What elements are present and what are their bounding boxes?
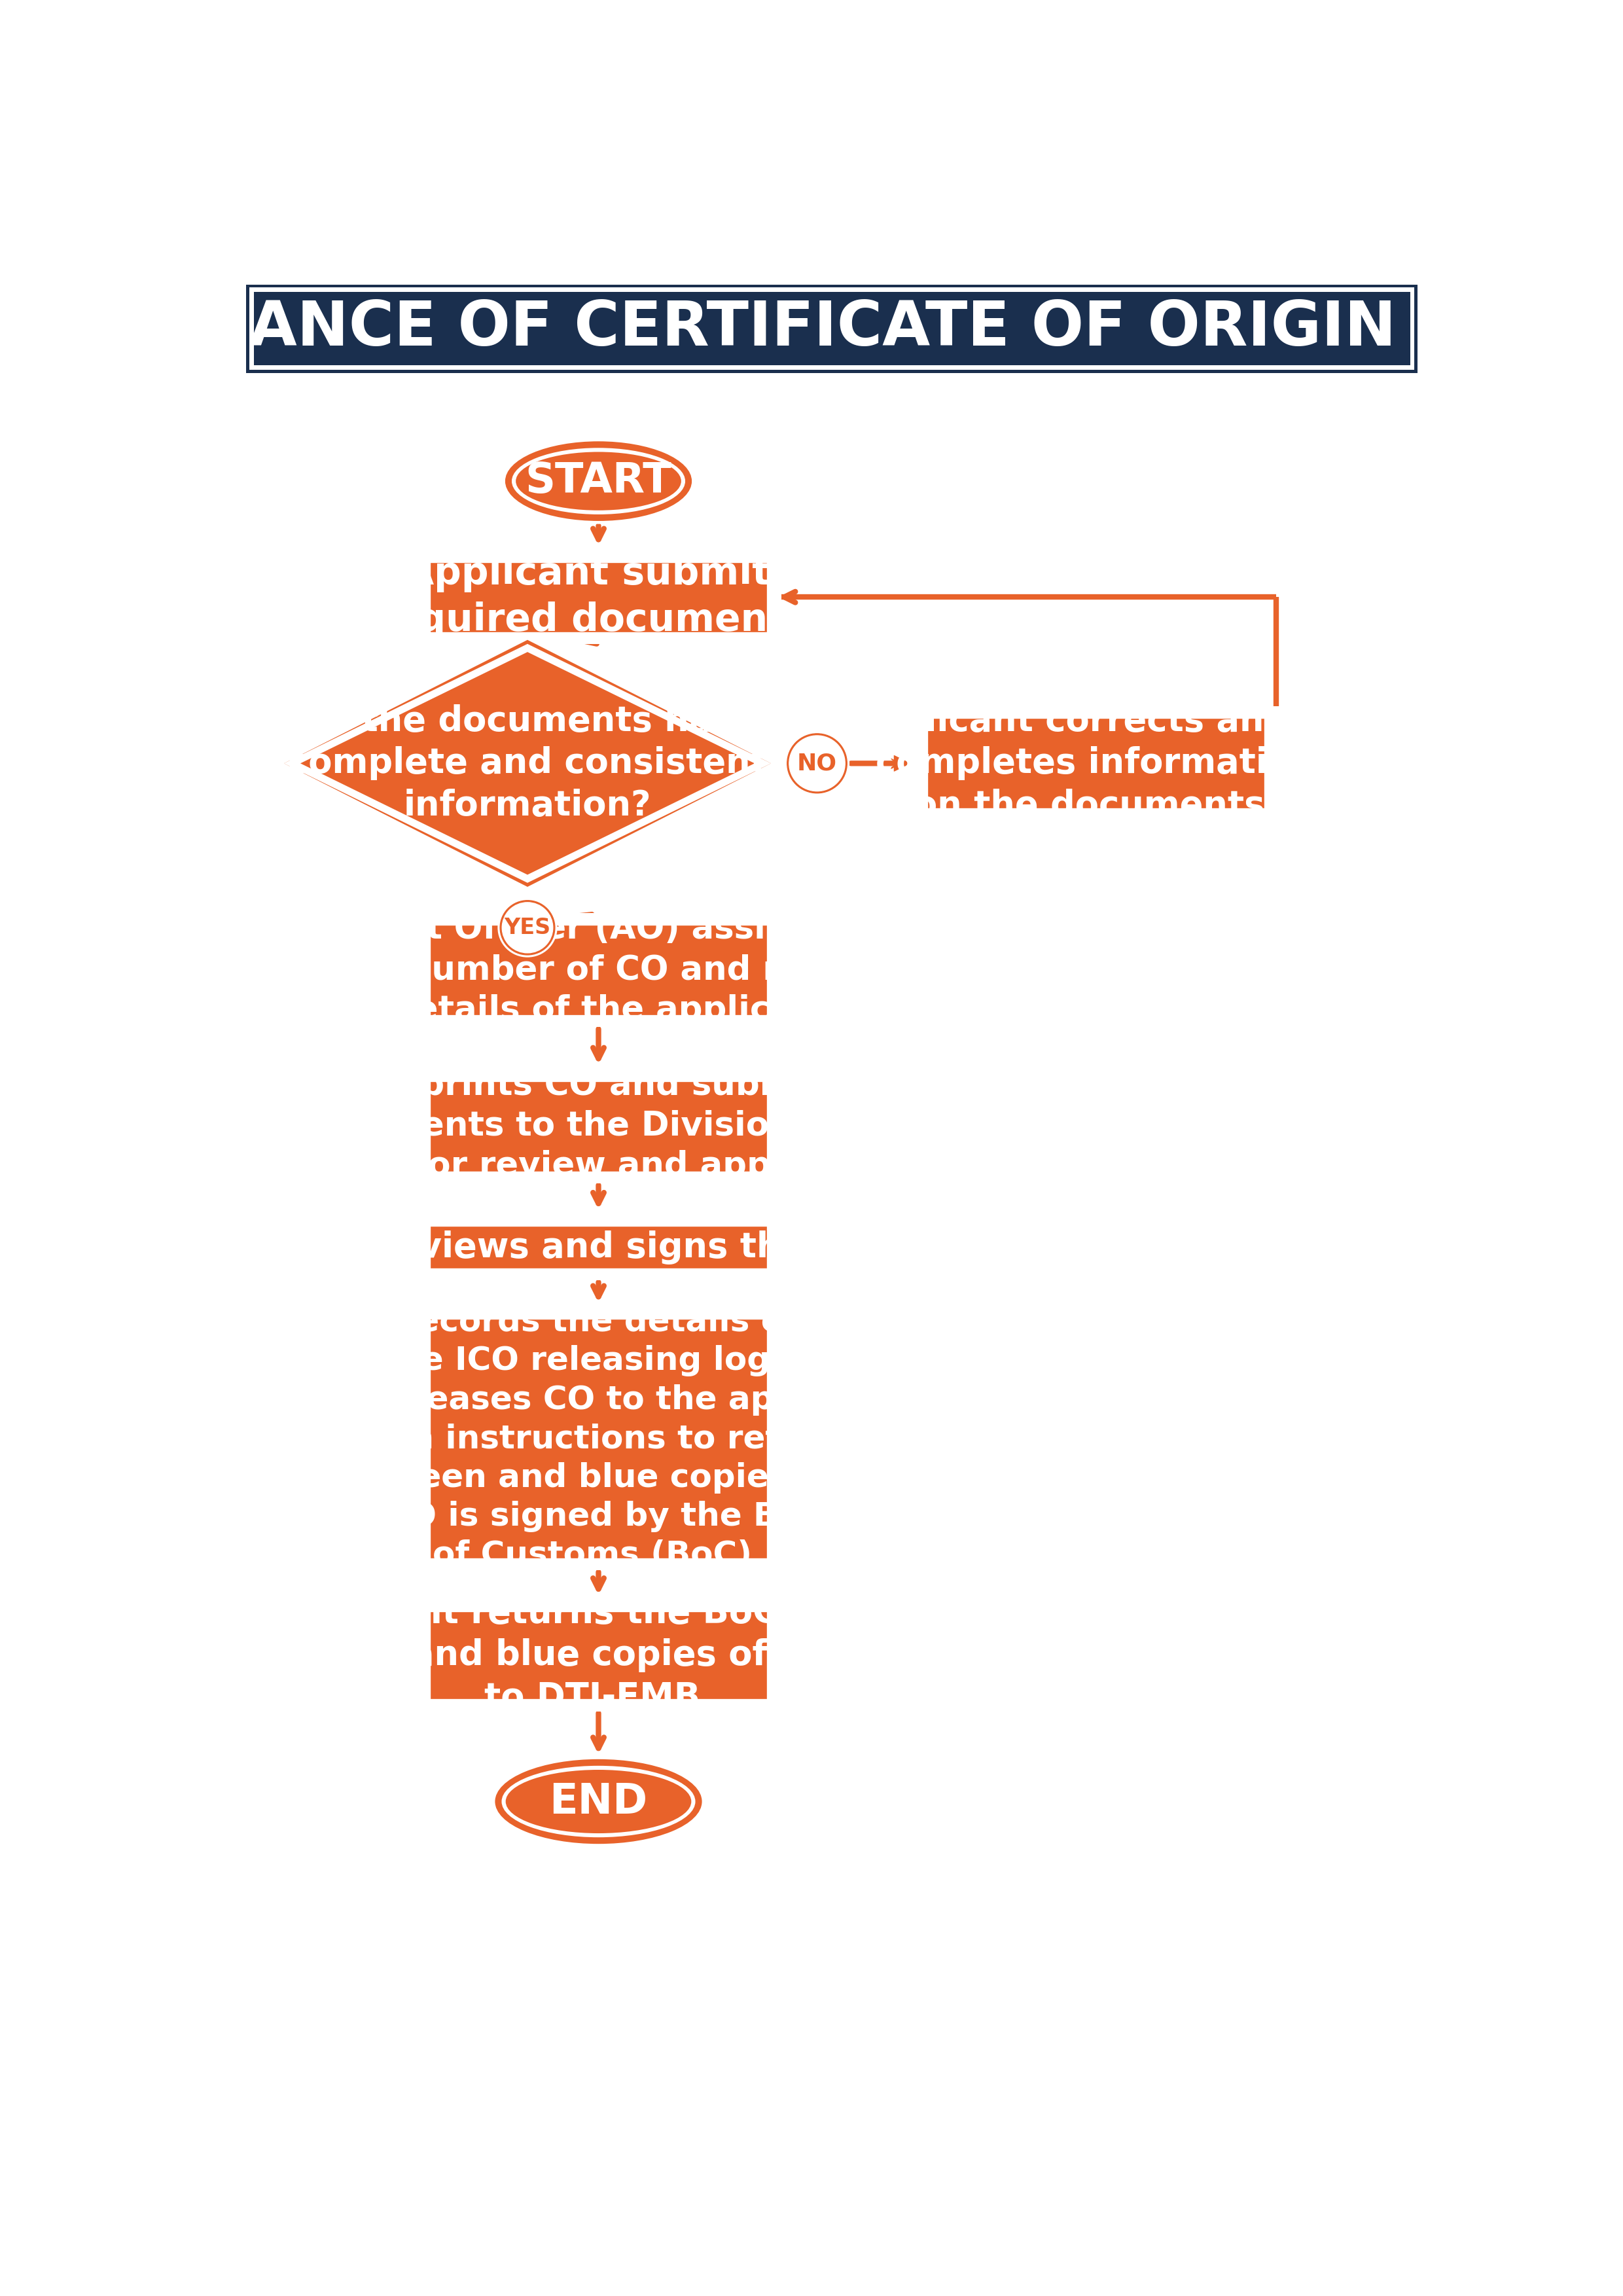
Text: ISSUANCE OF CERTIFICATE OF ORIGIN (CO): ISSUANCE OF CERTIFICATE OF ORIGIN (CO) [91, 298, 1573, 358]
FancyBboxPatch shape [253, 292, 1410, 365]
Ellipse shape [511, 448, 685, 514]
FancyBboxPatch shape [425, 921, 771, 1019]
Text: AO prints CO and submits
documents to the Division Chief
(DC) for review and app: AO prints CO and submits documents to th… [295, 1070, 902, 1182]
Ellipse shape [495, 1759, 701, 1844]
Polygon shape [274, 629, 781, 895]
FancyBboxPatch shape [419, 1070, 779, 1182]
Circle shape [498, 898, 557, 957]
Circle shape [789, 735, 846, 792]
FancyBboxPatch shape [923, 714, 1268, 813]
Polygon shape [284, 641, 771, 886]
Text: Applicant submits
required documents.: Applicant submits required documents. [373, 556, 823, 638]
FancyBboxPatch shape [425, 1316, 771, 1561]
FancyBboxPatch shape [419, 1215, 779, 1281]
Ellipse shape [505, 441, 691, 521]
Text: NO: NO [797, 753, 837, 774]
Ellipse shape [506, 1770, 691, 1832]
Text: START: START [526, 461, 672, 501]
FancyBboxPatch shape [425, 1077, 771, 1176]
FancyBboxPatch shape [419, 914, 779, 1026]
FancyBboxPatch shape [425, 1221, 771, 1272]
Text: DC reviews and signs the CO.: DC reviews and signs the CO. [313, 1231, 885, 1265]
FancyBboxPatch shape [419, 551, 779, 645]
FancyBboxPatch shape [419, 1306, 779, 1570]
Text: Applicant corrects and/or
completes information
on the documents.: Applicant corrects and/or completes info… [849, 705, 1342, 822]
Text: YES: YES [505, 916, 550, 939]
Text: Applicant returns the BoC-signed
green and blue copies of the CO
to DTI-EMB.: Applicant returns the BoC-signed green a… [274, 1596, 923, 1715]
Text: END: END [549, 1782, 648, 1821]
FancyBboxPatch shape [425, 558, 771, 636]
Ellipse shape [502, 439, 695, 523]
Circle shape [500, 900, 555, 955]
FancyBboxPatch shape [425, 1607, 771, 1704]
FancyBboxPatch shape [248, 287, 1415, 370]
Circle shape [787, 735, 847, 792]
Circle shape [502, 902, 553, 953]
FancyBboxPatch shape [419, 1600, 779, 1711]
FancyBboxPatch shape [247, 285, 1417, 372]
Text: AO records the details of CO
in the ICO releasing logbook
and releases CO to the: AO records the details of CO in the ICO … [297, 1306, 901, 1570]
Ellipse shape [516, 452, 682, 510]
Text: Do the documents have
complete and consistent
information?: Do the documents have complete and consi… [287, 705, 768, 822]
Ellipse shape [492, 1756, 704, 1846]
Ellipse shape [502, 1766, 695, 1837]
FancyBboxPatch shape [915, 707, 1276, 820]
Text: Account Officer (AO) assigns the
serial number of CO and records
the details of : Account Officer (AO) assigns the serial … [289, 914, 907, 1026]
Circle shape [786, 732, 849, 794]
Polygon shape [292, 647, 763, 879]
